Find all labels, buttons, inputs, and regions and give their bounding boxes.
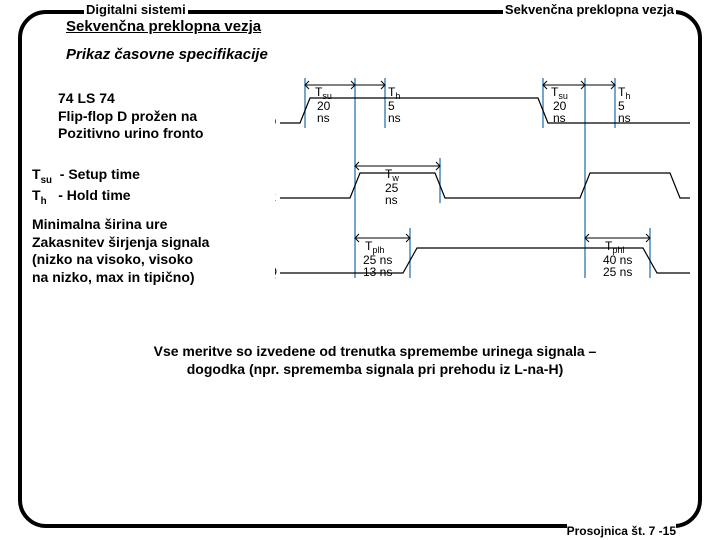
header-topic: Sekvenčna preklopna vezja: [64, 18, 263, 35]
svg-text:ns: ns: [553, 111, 566, 125]
b3l3: (nizko na visoko, visoko: [32, 251, 209, 269]
svg-text:ns: ns: [385, 193, 398, 207]
b3l1: Minimalna širina ure: [32, 216, 209, 234]
chip-name: 74 LS 74: [58, 90, 203, 108]
b3l2: Zakasnitev širjenja signala: [32, 234, 209, 252]
signal-q: Q: [275, 264, 277, 279]
timing-legend: Tsu - Setup time Th - Hold time: [32, 166, 140, 208]
svg-text:ns: ns: [317, 111, 330, 125]
svg-text:ns: ns: [618, 111, 631, 125]
signal-clk: Clk: [275, 189, 276, 204]
signal-d: D: [275, 114, 276, 129]
tsu-line: Tsu - Setup time: [32, 166, 140, 187]
chip-line3: Pozitivno urino fronto: [58, 125, 203, 143]
chip-desc: 74 LS 74 Flip-flop D prožen na Pozitivno…: [58, 90, 203, 143]
b3l4: na nizko, max in tipično): [32, 269, 209, 287]
timing-legend2: Minimalna širina ure Zakasnitev širjenja…: [32, 216, 209, 286]
chip-line2: Flip-flop D prožen na: [58, 108, 203, 126]
footnote: Vse meritve so izvedene od trenutka spre…: [90, 342, 660, 378]
th-line: Th - Hold time: [32, 187, 140, 208]
svg-text:25 ns: 25 ns: [603, 265, 632, 279]
svg-text:13 ns: 13 ns: [363, 265, 392, 279]
header-course: Digitalni sistemi: [84, 2, 188, 17]
timing-diagram: D Clk Q Tsu 20 ns Th 5 ns Tsu 20 ns Th 5…: [275, 78, 695, 298]
slide-number: Prosojnica št. 7 -15: [567, 524, 676, 538]
svg-text:ns: ns: [388, 111, 401, 125]
slide-subtitle: Prikaz časovne specifikacije: [66, 46, 268, 63]
header-topic-right: Sekvenčna preklopna vezja: [503, 2, 676, 17]
